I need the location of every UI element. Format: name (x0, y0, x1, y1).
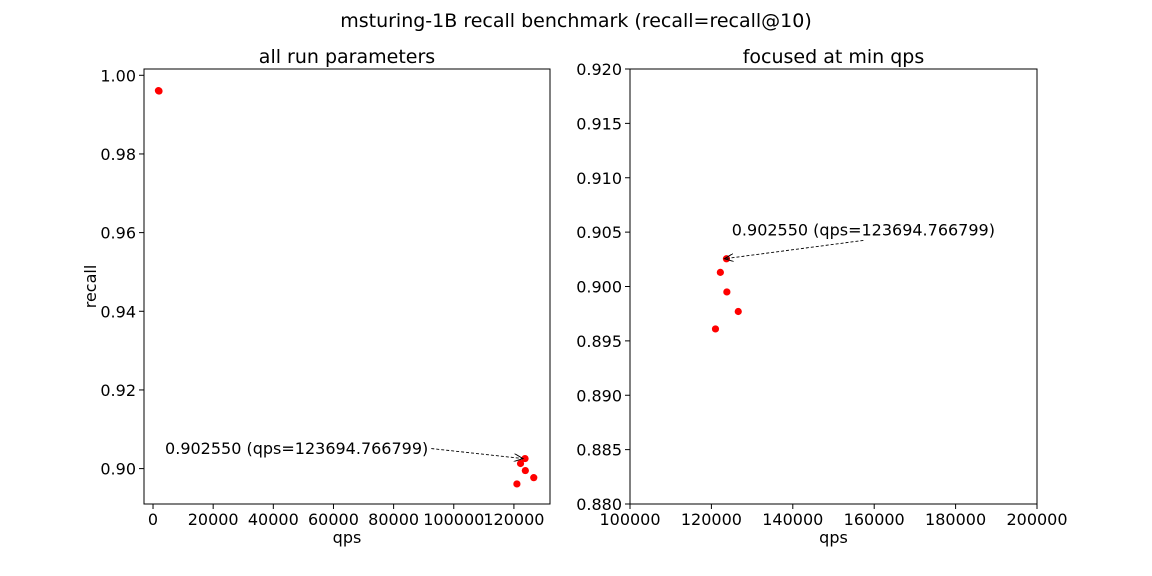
y-tick-label: 0.905 (576, 223, 622, 242)
y-tick-label: 0.96 (100, 224, 136, 243)
chart-title: focused at min qps (743, 46, 925, 68)
y-tick-label: 0.885 (576, 441, 622, 460)
y-tick-label: 0.920 (576, 60, 622, 79)
y-tick-label: 0.895 (576, 332, 622, 351)
annotation-label: 0.902550 (qps=123694.766799) (732, 220, 995, 239)
y-tick-label: 1.00 (100, 66, 136, 85)
data-point (155, 87, 163, 95)
data-point (722, 255, 731, 263)
x-tick-label: 20000 (188, 510, 239, 529)
plot-frame (629, 68, 1038, 505)
x-tick-label: 140000 (762, 510, 823, 529)
y-tick-label: 0.98 (100, 145, 136, 164)
plot-frame (143, 68, 551, 505)
chart-title: all run parameters (259, 46, 435, 68)
y-tick-label: 0.915 (576, 114, 622, 133)
x-tick-label: 120000 (483, 510, 544, 529)
annotation-arrow (724, 239, 864, 258)
y-axis-label: recall (81, 265, 100, 309)
x-axis-label: qps (333, 528, 362, 547)
y-tick-label: 0.90 (100, 460, 136, 479)
chart-panel-focused-at-min-qps: focused at min qps 100000 120000 140000 1600… (576, 46, 1067, 547)
x-tick-label: 60000 (308, 510, 359, 529)
x-tick-label: 160000 (844, 510, 905, 529)
x-tick-label: 100000 (599, 510, 660, 529)
y-tick-label: 0.890 (576, 386, 622, 405)
data-point (716, 268, 724, 276)
x-tick-label: 40000 (248, 510, 299, 529)
x-tick-label: 0 (148, 510, 158, 529)
data-point (530, 474, 538, 482)
y-tick-label: 0.92 (100, 381, 136, 400)
data-point (734, 307, 742, 316)
x-tick-label: 200000 (1006, 510, 1067, 529)
x-tick-label: 180000 (925, 510, 986, 529)
annotation-label: 0.902550 (qps=123694.766799) (165, 439, 428, 458)
y-tick-label: 0.900 (576, 278, 622, 297)
annotation-arrow (431, 448, 523, 459)
y-tick-label: 0.910 (576, 169, 622, 188)
y-tick-label: 0.880 (576, 495, 622, 514)
data-point (723, 288, 731, 296)
y-tick-label: 0.94 (100, 302, 136, 321)
x-tick-label: 120000 (681, 510, 742, 529)
x-axis-label: qps (819, 528, 848, 547)
data-point (513, 480, 521, 488)
data-point (521, 466, 529, 475)
data-point (711, 325, 720, 333)
x-tick-label: 80000 (368, 510, 419, 529)
x-tick-label: 100000 (423, 510, 484, 529)
figure-title: msturing-1B recall benchmark (recall=rec… (340, 10, 812, 32)
